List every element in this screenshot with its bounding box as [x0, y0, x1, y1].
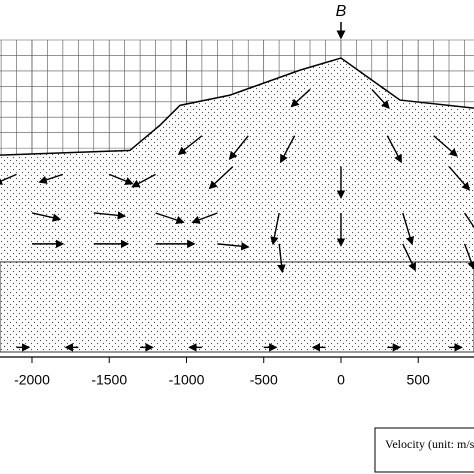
velocity-arrow — [290, 88, 311, 108]
plot-body — [0, 57, 474, 353]
x-tick-label: -1500 — [91, 372, 127, 388]
velocity-arrow — [433, 135, 458, 157]
x-tick-label: -500 — [250, 372, 278, 388]
surface-line — [0, 57, 474, 156]
lower-layer — [0, 261, 474, 353]
velocity-arrow — [463, 243, 474, 270]
velocity-arrow — [371, 88, 390, 109]
x-tick-label: -1000 — [169, 372, 205, 388]
velocity-arrow — [386, 135, 402, 164]
velocity-arrow — [191, 212, 218, 224]
x-tick-label: 0 — [337, 372, 345, 388]
velocity-arrow — [448, 166, 471, 191]
velocity-arrow — [208, 166, 234, 190]
x-tick-label: -2000 — [14, 372, 50, 388]
velocity-arrow — [131, 173, 156, 188]
velocity-arrow — [38, 173, 64, 184]
velocity-arrow — [93, 211, 127, 220]
velocity-arrow — [402, 212, 415, 246]
legend-box — [374, 427, 474, 473]
vectors — [0, 88, 474, 352]
velocity-arrow — [228, 135, 249, 161]
velocity-arrow — [108, 173, 134, 185]
velocity-arrow — [270, 212, 280, 246]
velocity-arrow — [402, 243, 416, 272]
velocity-arrow — [217, 242, 250, 251]
velocity-arrow — [31, 212, 62, 222]
velocity-arrow — [0, 173, 17, 185]
velocity-arrow — [277, 243, 286, 274]
velocity-arrow — [177, 135, 203, 156]
velocity-arrow — [280, 135, 296, 164]
x-tick-label: 500 — [407, 372, 431, 388]
velocity-arrow — [155, 212, 185, 225]
annotation: B — [336, 3, 347, 20]
legend-text: Velocity (unit: m/s — [385, 437, 474, 451]
